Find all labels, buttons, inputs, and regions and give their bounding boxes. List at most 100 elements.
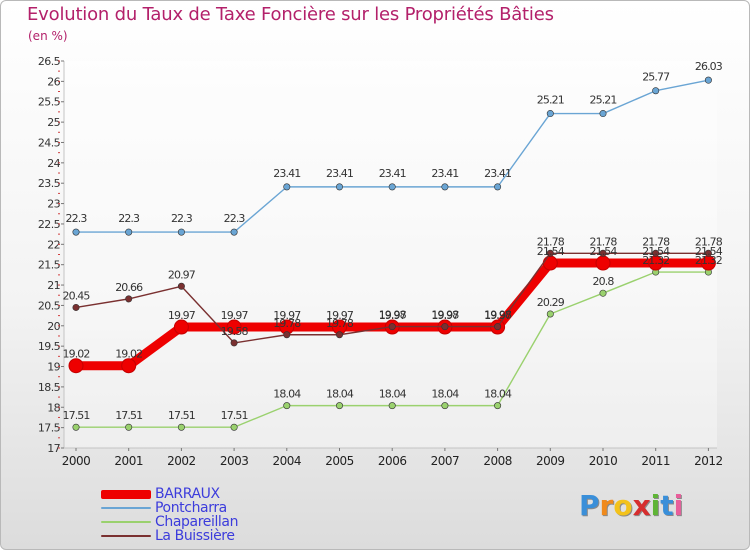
x-tick-label: 2000 [62,454,91,468]
data-label: 19.02 [115,348,142,361]
data-label: 22.3 [224,212,246,225]
data-point [494,183,502,191]
data-point [388,323,396,331]
data-point [173,319,189,335]
logo-letter: t [660,489,674,522]
y-tick-label: 18 [47,401,60,414]
y-tick-label: 21.5 [38,259,61,272]
x-tick-label: 2009 [536,454,565,468]
data-point [441,323,449,331]
y-tick-label: 22.5 [38,218,61,231]
logo-letter: r [599,489,614,522]
data-point [652,87,660,95]
y-tick-label: 25.5 [38,96,61,109]
data-point [595,255,611,271]
data-label: 18.04 [273,388,301,401]
data-label: 23.41 [379,167,406,180]
data-label: 19.78 [273,317,301,330]
data-label: 19.97 [326,309,354,322]
legend-label: BARRAUX [155,486,220,502]
data-point [599,110,607,118]
data-point [441,402,449,410]
chart-title: Evolution du Taux de Taxe Foncière sur l… [27,4,554,25]
x-tick-label: 2012 [694,454,723,468]
y-tick-label: 20 [47,320,60,333]
data-point [68,358,84,374]
data-label: 19.78 [326,317,354,330]
data-point [335,402,343,410]
data-label: 19.98 [379,309,407,322]
x-tick-label: 2010 [589,454,618,468]
data-point [125,295,133,303]
data-point [441,183,449,191]
y-tick-label: 24.5 [38,136,61,149]
data-point [283,331,291,339]
data-point [599,249,607,257]
y-tick-label: 26 [47,75,60,88]
legend: BARRAUX Pontcharra Chapareillan La Buiss… [101,486,301,544]
data-point [177,423,185,431]
data-label: 18.04 [326,388,354,401]
data-point [388,402,396,410]
data-point [72,303,80,311]
data-label: 19.58 [221,325,249,338]
data-label: 25.21 [590,94,617,107]
logo-letter: i [650,489,661,522]
proxiti-logo: Proxiti [579,489,683,522]
data-label: 18.04 [379,388,407,401]
data-label: 22.3 [66,212,88,225]
data-label: 19.98 [484,309,512,322]
data-label: 17.51 [115,409,142,422]
data-label: 23.41 [484,167,511,180]
data-label: 19.02 [63,348,90,361]
data-label: 21.78 [642,235,670,248]
data-label: 19.97 [221,309,249,322]
logo-letter: i [673,489,684,522]
x-tick-label: 2011 [641,454,670,468]
data-point [283,183,291,191]
data-label: 25.77 [642,71,670,84]
data-point [704,76,712,84]
data-label: 22.3 [171,212,193,225]
y-tick-label: 17.5 [38,422,61,435]
y-tick-label: 19 [47,361,60,374]
x-tick-label: 2001 [114,454,143,468]
data-label: 20.45 [63,289,91,302]
data-label: 23.41 [326,167,353,180]
data-label: 25.21 [537,94,564,107]
y-tick-label: 23 [47,198,60,211]
x-tick-label: 2002 [167,454,196,468]
data-label: 26.03 [695,60,723,73]
legend-swatch-pontcharra [101,507,151,509]
data-label: 19.97 [431,309,459,322]
y-tick-label: 21 [47,279,60,292]
data-label: 21.78 [695,235,723,248]
y-tick-label: 23.5 [38,177,61,190]
data-label: 20.29 [537,296,565,309]
data-point [546,110,554,118]
data-point [599,289,607,297]
data-label: 21.78 [537,235,565,248]
data-label: 20.8 [593,275,615,288]
x-tick-label: 2006 [378,454,407,468]
data-point [121,358,137,374]
data-point [335,331,343,339]
data-point [125,423,133,431]
data-point [72,228,80,236]
data-label: 19.98 [431,309,459,322]
data-point [177,282,185,290]
data-label: 21.78 [590,235,618,248]
legend-swatch-chapareillan [101,521,151,523]
data-point [335,183,343,191]
y-tick-label: 18.5 [38,381,61,394]
y-tick-label: 19.5 [38,340,61,353]
data-label: 21.32 [695,254,722,267]
logo-letter: o [613,489,633,522]
x-tick-label: 2005 [325,454,354,468]
data-label: 18.04 [484,388,512,401]
data-point [652,249,660,257]
data-label: 19.97 [484,309,512,322]
data-label: 23.41 [431,167,458,180]
